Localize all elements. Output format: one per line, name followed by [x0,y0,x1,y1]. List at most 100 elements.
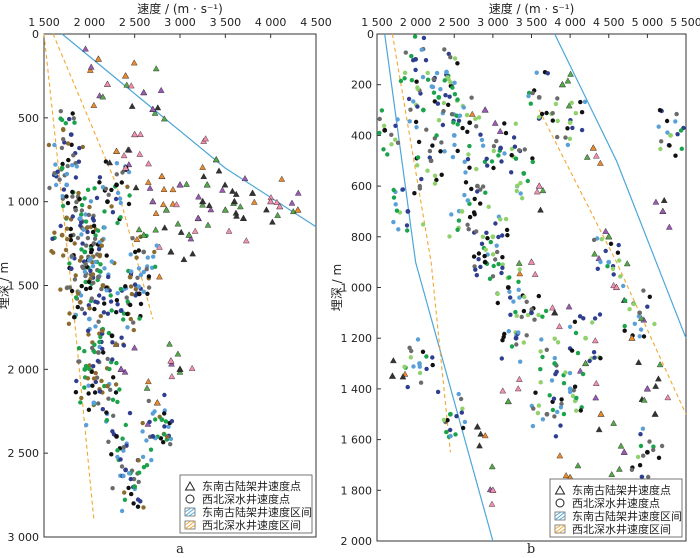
data-point-cloud [99,378,104,384]
data-point-cloud [500,265,505,270]
data-point [121,164,130,171]
data-point-cloud [405,228,410,233]
data-point-cloud [530,159,535,165]
data-point-cloud [106,439,111,444]
data-point-cloud [535,410,541,416]
data-point-cloud [126,471,132,476]
data-point-cloud [516,279,521,284]
data-point-cloud [572,319,578,324]
data-point-cloud [110,357,115,362]
data-point-cloud [514,313,519,318]
data-point-cloud [491,148,496,154]
data-point [149,105,157,112]
data-point-cloud [72,315,77,320]
data-point-cloud [187,235,195,242]
data-point [221,206,229,213]
data-point-cloud [65,163,70,169]
data-point-cloud [493,221,498,226]
data-point-cloud [221,181,229,188]
data-point-cloud [86,332,91,337]
data-point-cloud [558,423,563,428]
data-point [149,197,157,205]
data-point-cloud [656,361,664,368]
data-point-cloud [461,105,466,110]
data-point-cloud [558,405,564,410]
y-tick-label: 500 [18,112,39,125]
data-point-cloud [592,355,597,360]
data-point-cloud [92,390,98,395]
data-point-cloud [464,112,470,118]
data-point-cloud [88,268,93,273]
data-point-cloud [105,356,110,362]
data-point-cloud [434,70,440,76]
data-point-cloud [494,243,499,248]
data-point [153,398,161,406]
data-point-cloud [205,202,213,209]
data-point-cloud [127,82,135,89]
data-point-cloud [496,261,501,267]
data-point-cloud [533,390,538,395]
data-point-cloud [458,396,464,402]
data-point-cloud [160,185,168,192]
data-point [267,197,275,205]
data-point-cloud [448,433,453,439]
data-point-cloud [130,236,135,241]
data-point-cloud [504,227,510,233]
data-point-cloud [424,127,429,132]
data-point-cloud [539,111,545,117]
data-point-cloud [431,76,436,82]
data-point-cloud [403,50,408,55]
x-tick-label: 3 000 [477,16,509,29]
data-point-cloud [538,367,543,372]
data-point-cloud [68,226,74,232]
data-point-cloud [156,273,163,280]
data-point-cloud [148,447,154,452]
x-tick-label: 1 500 [361,16,393,29]
data-point-cloud [92,349,97,355]
data-point-cloud [447,94,452,99]
data-point-cloud [106,159,114,166]
data-point-cloud [571,388,576,393]
data-point [637,310,643,316]
data-point-cloud [53,182,59,188]
data-point-cloud [508,295,513,300]
data-point-cloud [127,193,132,198]
data-point-cloud [449,212,454,217]
data-point-cloud [517,148,522,153]
interval-line [43,33,95,521]
x-tick-label: 5 500 [670,16,700,29]
data-point-cloud [161,224,169,231]
y-tick-label: 3 000 [8,531,40,544]
data-point-cloud [61,187,67,192]
data-point-cloud [98,269,103,274]
data-point-cloud [391,187,396,193]
data-point-cloud [427,148,433,154]
data-point-cloud [140,429,145,434]
data-point-cloud [500,255,505,260]
data-point [436,94,442,100]
data-point-cloud [674,111,679,117]
data-point-cloud [432,99,437,104]
data-point-cloud [100,346,105,352]
data-point-cloud [481,432,489,439]
data-point-cloud [446,102,451,108]
data-point-cloud [574,395,579,401]
data-point-cloud [65,141,71,146]
data-point-cloud [420,349,426,354]
data-point [459,209,465,214]
data-point-cloud [390,357,397,364]
legend-label: 西北深水井速度点 [202,492,290,506]
data-point-cloud [556,452,564,459]
data-point-cloud [97,293,102,298]
y-tick-label: 800 [351,231,372,244]
data-point-cloud [241,175,249,182]
data-point-cloud [508,312,513,317]
data-point-cloud [109,204,114,209]
data-point-cloud [431,90,437,95]
data-point-cloud [117,387,122,392]
data-point-cloud [465,129,470,134]
data-point-cloud [106,274,111,280]
data-point-cloud [168,436,174,442]
data-point-cloud [432,181,438,186]
data-point-cloud [73,295,79,300]
